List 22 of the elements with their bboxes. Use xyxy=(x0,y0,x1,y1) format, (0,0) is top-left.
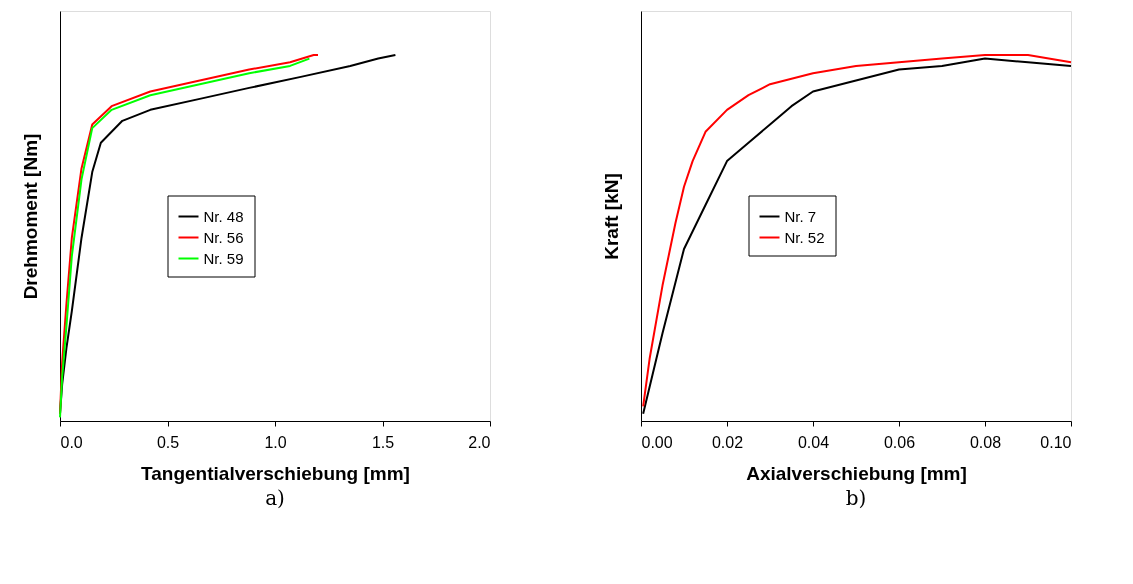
x-tick-label: 0.10 xyxy=(1040,433,1072,451)
x-tick-label: 0.08 xyxy=(969,433,1002,451)
legend-label: Nr. 52 xyxy=(784,228,825,246)
x-tick-label: 0.04 xyxy=(797,433,830,451)
legend-label: Nr. 56 xyxy=(203,228,244,246)
x-tick-label: 0.00 xyxy=(641,433,673,451)
legend-label: Nr. 7 xyxy=(784,207,817,225)
x-tick-label: 0.02 xyxy=(711,433,744,451)
legend-label: Nr. 59 xyxy=(203,249,244,267)
x-axis-title: Tangentialverschiebung [mm] xyxy=(141,462,410,484)
y-axis-title: Drehmoment [Nm] xyxy=(19,133,41,300)
text: b) xyxy=(845,486,867,510)
legend-label: Nr. 48 xyxy=(203,207,244,225)
y-axis-title: Kraft [kN] xyxy=(600,173,622,260)
x-tick-label: 0.5 xyxy=(156,433,180,451)
x-tick-label: 1.5 xyxy=(371,433,395,451)
x-tick-label: 2.0 xyxy=(468,433,491,451)
text: a) xyxy=(265,486,285,510)
x-tick-label: 0.06 xyxy=(883,433,916,451)
x-tick-label: 1.0 xyxy=(264,433,287,451)
x-axis-title: Axialverschiebung [mm] xyxy=(746,462,967,484)
x-tick-label: 0.0 xyxy=(60,433,83,451)
